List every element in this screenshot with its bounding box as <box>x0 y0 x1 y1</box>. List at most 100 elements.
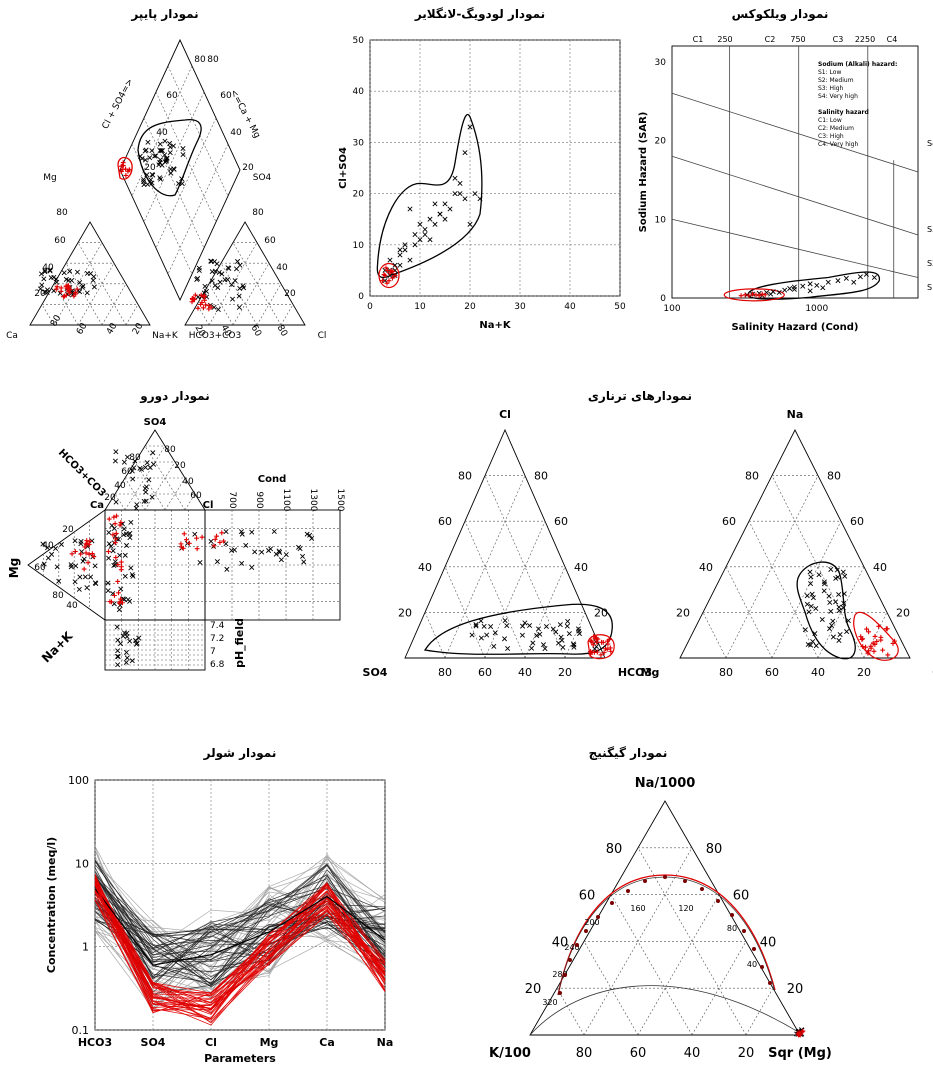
ternary-bottom-tick: 60 <box>765 666 779 679</box>
wilcox-ytick: 20 <box>655 137 667 147</box>
durov-point <box>85 585 89 589</box>
ternary-point-red <box>872 649 877 654</box>
ternary-point-red <box>873 634 878 639</box>
ternary-point <box>829 609 833 613</box>
piper-tick: 60 <box>264 236 276 246</box>
ludwig-point <box>443 217 447 221</box>
gibbs-label-top: Na/1000 <box>635 776 696 791</box>
piper-diamond-grid <box>144 118 204 248</box>
ternary-point <box>488 624 492 628</box>
ternary-right-tick: 20 <box>896 606 910 619</box>
piper-point <box>230 297 234 301</box>
piper-point <box>150 148 154 152</box>
durov-ph-tick: 7.4 <box>210 621 225 631</box>
ternary-point <box>503 618 507 622</box>
ludwig-point <box>433 222 437 226</box>
ternary-top-label: Cl <box>499 408 511 421</box>
piper-tick: 80 <box>207 55 219 65</box>
durov-point-red <box>119 567 124 572</box>
gibbs-curve-label: 120 <box>678 904 693 913</box>
durov-point-red <box>219 530 224 535</box>
ternary-bottom-tick: 20 <box>558 666 572 679</box>
durov-point <box>137 636 141 640</box>
piper-label-cl: Cl <box>318 331 327 341</box>
durov-point <box>79 539 83 543</box>
durov-point <box>123 574 127 578</box>
piper-label-na-k: Na+K <box>152 331 179 341</box>
ternary-right-tick: 80 <box>827 470 841 483</box>
gibbs-bottom-tick: 20 <box>738 1046 755 1061</box>
gibbs-triangle-grid-line <box>638 895 719 1035</box>
wilcox-point <box>808 282 812 286</box>
ternary-point-red <box>885 652 890 657</box>
wilcox-legend-entry: Sodium (Alkali) hazard: <box>818 61 897 68</box>
durov-point <box>123 553 127 557</box>
wilcox-point <box>808 289 812 293</box>
durov-point-red <box>182 531 187 536</box>
ludwig-point <box>408 207 412 211</box>
piper-label-ca: Ca <box>6 331 18 341</box>
durov-point <box>113 459 117 463</box>
durov-ph-tick: 7 <box>210 647 216 657</box>
ternary-bottom-tick: 80 <box>438 666 452 679</box>
piper-tick: 40 <box>105 321 120 336</box>
piper-point <box>216 285 220 289</box>
ludwig-ytick: 20 <box>353 190 365 200</box>
ternary-point-red <box>880 648 885 653</box>
wilcox-point <box>821 286 825 290</box>
durov-ph-tick: 7.2 <box>210 634 224 644</box>
gibbs-right-tick: 60 <box>733 889 750 904</box>
gibbs-curve-point <box>742 929 746 933</box>
ternary-right-tick: 40 <box>873 561 887 574</box>
ternary-title: نمودارهای ترناری <box>588 389 692 404</box>
durov-point-red <box>106 549 111 554</box>
durov-point <box>143 490 147 494</box>
durov-point <box>279 558 283 562</box>
piper-point <box>85 271 89 275</box>
durov-point <box>53 546 57 550</box>
ternary-point <box>558 622 562 626</box>
piper-tick: 80 <box>275 324 290 339</box>
piper-point <box>181 152 185 156</box>
piper-point <box>218 280 222 284</box>
ternary-point <box>831 635 835 639</box>
gibbs-right-tick: 80 <box>706 842 723 857</box>
gibbs-curve-point <box>716 899 720 903</box>
ternary-envelope-1 <box>425 604 612 654</box>
ternary-left-tick: 20 <box>676 606 690 619</box>
ludwig-xtick: 20 <box>464 302 476 312</box>
ternary-point <box>523 621 527 625</box>
durov-point <box>147 478 151 482</box>
ternary-bottom-tick: 40 <box>811 666 825 679</box>
durov-point <box>122 460 126 464</box>
ternary-point <box>567 631 571 635</box>
durov-point <box>78 575 82 579</box>
durov-point <box>107 542 111 546</box>
ludwig-envelope <box>377 115 482 278</box>
durov-top-grid-line <box>145 462 175 510</box>
ludwig-point <box>398 253 402 257</box>
durov-point <box>127 639 131 643</box>
durov-cond-tick: 1300 <box>308 489 318 512</box>
piper-point <box>168 150 172 154</box>
piper-title: نمودار پایپر <box>130 7 198 22</box>
ludwig-point <box>448 207 452 211</box>
ludwig-xlabel: Na+K <box>479 320 511 331</box>
ternary-point <box>520 633 524 637</box>
gibbs-triangle-grid-line <box>557 988 584 1035</box>
wilcox-ytick: 30 <box>655 58 667 68</box>
wilcox-right-label: S1 <box>927 283 933 292</box>
ternary-point <box>820 617 824 621</box>
wilcox-hazard-line <box>672 219 918 277</box>
schoeller-title: نمودار شولر <box>203 746 277 761</box>
gibbs-curve-point <box>730 913 734 917</box>
ludwig-xtick: 50 <box>614 302 626 312</box>
piper-point <box>85 291 89 295</box>
wilcox-point <box>858 275 862 279</box>
piper-tick: 20 <box>34 289 46 299</box>
durov-point <box>198 560 202 564</box>
wilcox-top-label: 250 <box>717 35 732 44</box>
durov-point-red <box>119 560 124 565</box>
ternary-point <box>836 592 840 596</box>
schoeller-ytick: 0.1 <box>72 1024 90 1037</box>
